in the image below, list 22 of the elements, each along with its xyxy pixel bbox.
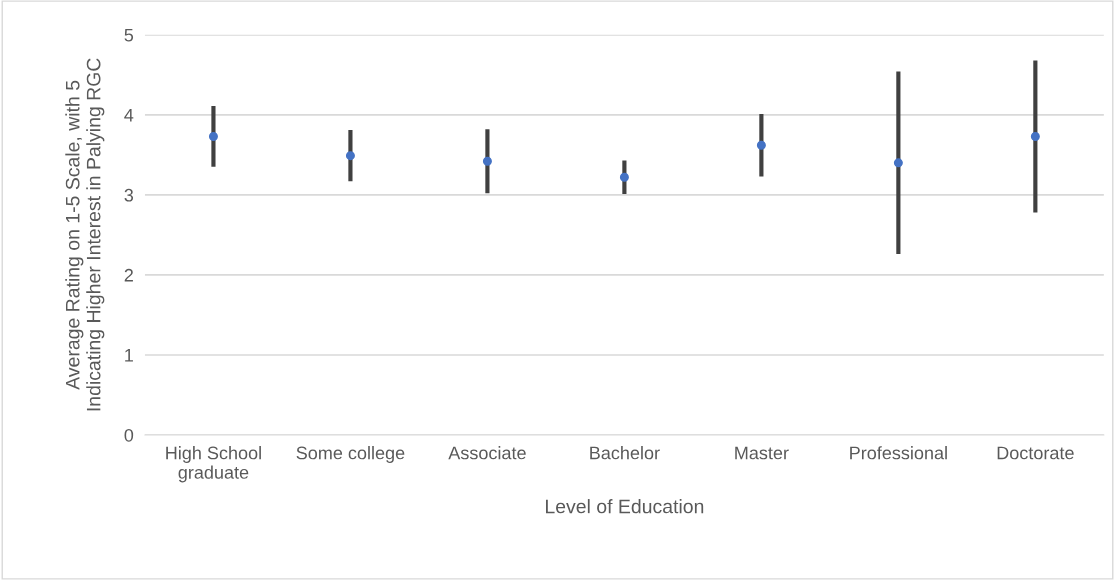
y-tick-label: 0 — [124, 428, 134, 442]
x-tick-label: High School graduate — [166, 446, 261, 483]
y-tick-label: 2 — [124, 268, 133, 282]
x-tick-label: Some college — [296, 446, 405, 463]
point — [345, 151, 355, 161]
x-tick-label: Bachelor — [590, 446, 660, 460]
y-tick-label: 1 — [125, 349, 133, 362]
x-tick-label: Master — [735, 446, 789, 460]
y-axis-title: Average Rating on 1-5 Scale, with 5 Indicating Higher Interest in Palying RGC — [65, 58, 105, 411]
point — [482, 156, 492, 166]
x-axis-title: Level of Education — [546, 499, 704, 514]
y-tick-label: 4 — [124, 108, 134, 122]
y-tick-label: 3 — [124, 188, 134, 202]
y-tick-label: 5 — [124, 28, 134, 42]
x-tick-label: Associate — [448, 446, 526, 460]
x-tick-label: Professional — [850, 446, 947, 460]
point — [1030, 131, 1040, 141]
point — [756, 140, 766, 150]
x-tick-label: Doctorate — [997, 446, 1074, 460]
point — [893, 158, 903, 168]
point — [208, 131, 218, 141]
point — [619, 172, 629, 182]
